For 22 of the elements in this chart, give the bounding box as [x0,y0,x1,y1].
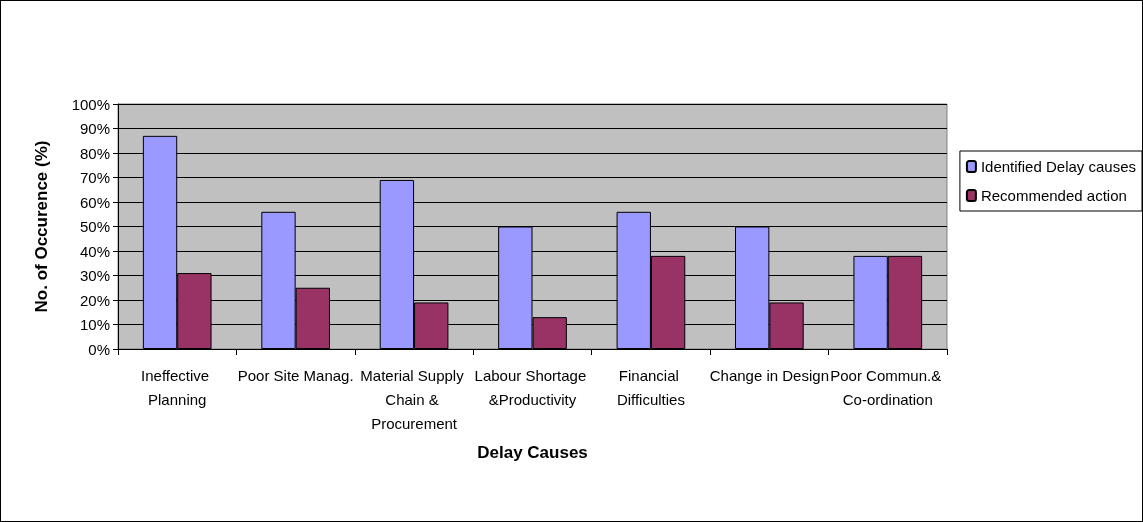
y-axis-title: No. of Occurence (%) [32,140,51,313]
x-tick-label: Poor Commun.& Co-ordination [830,366,946,408]
x-tick-label: Ineffective Planning [141,366,214,408]
y-tick-label: 20% [79,291,110,309]
x-axis-title: Delay Causes [477,443,588,462]
y-tick-label: 70% [79,169,110,186]
legend-label: Recommended action [980,187,1127,204]
y-tick-label: 80% [79,144,110,162]
y-tick-label: 60% [79,193,110,211]
y-tick-label: 100% [71,95,110,113]
x-tick-label: Financial Difficulties [616,366,685,408]
y-tick-label: 40% [79,242,110,260]
y-tick-label: 0% [88,340,110,358]
y-tick-label: 50% [79,218,110,235]
x-tick-label: Change in Design [709,366,829,384]
x-tick-label: Labour Shortage &Productivity [474,366,591,408]
legend-label: Identified Delay causes [980,158,1136,175]
y-tick-label: 10% [79,316,110,333]
x-tick-label: Material Supply Chain & Procurement [360,366,468,432]
x-tick-label: Poor Site Manag. [237,366,354,384]
y-tick-label: 30% [79,267,110,284]
y-tick-label: 90% [79,120,110,137]
